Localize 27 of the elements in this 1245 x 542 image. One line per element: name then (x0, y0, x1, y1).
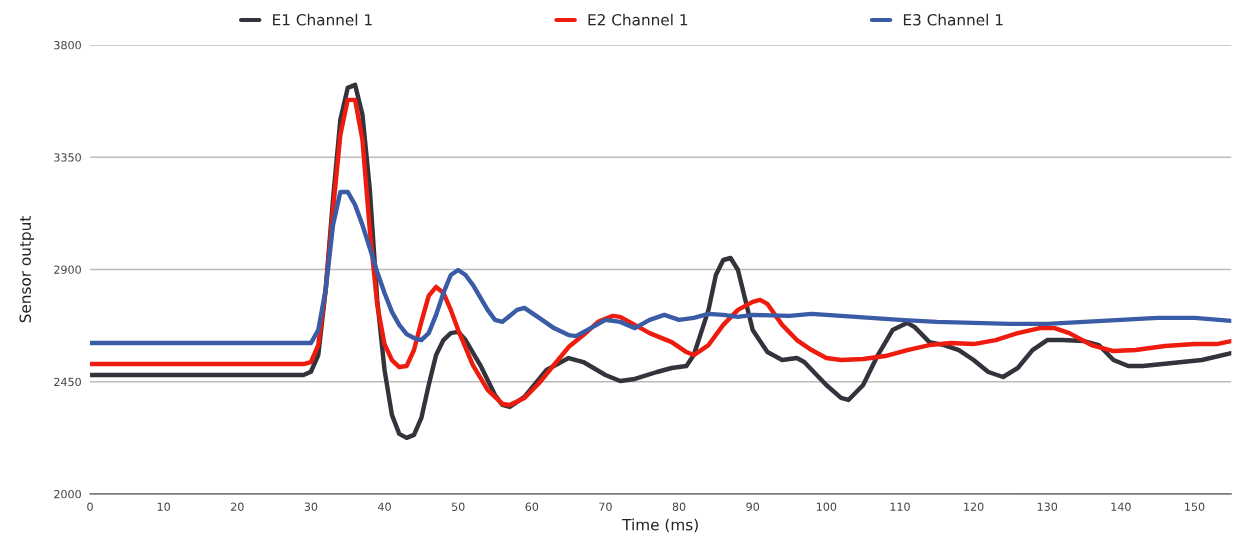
y-tick-label: 3350 (54, 153, 81, 162)
y-tick-label: 2000 (54, 489, 81, 499)
x-tick-label: 150 (1185, 502, 1205, 511)
x-tick-label: 140 (1111, 502, 1131, 511)
x-tick-label: 130 (1037, 502, 1058, 511)
x-tick-label: 20 (231, 502, 244, 511)
x-tick-label: 70 (599, 502, 612, 511)
legend-label: E1 Channel 1 (273, 13, 372, 26)
x-tick-label: 100 (816, 502, 837, 511)
line-series (90, 189, 1232, 346)
y-axis-title: Sensor output (19, 216, 34, 323)
y-tick-label: 3800 (54, 40, 81, 50)
x-tick-label: 80 (672, 502, 686, 511)
x-tick-label: 110 (890, 502, 910, 511)
x-tick-label: 60 (525, 502, 539, 511)
y-tick-label: 2900 (54, 265, 81, 274)
x-tick-label: 40 (378, 502, 391, 511)
x-tick-label: 0 (87, 502, 93, 511)
legend-label: E2 Channel 1 (588, 13, 688, 26)
x-tick-label: 10 (157, 502, 170, 511)
x-tick-label: 30 (304, 502, 318, 511)
x-axis-title: Time (ms) (622, 518, 698, 533)
x-tick-label: 90 (746, 502, 760, 511)
legend-label: E3 Channel 1 (903, 13, 1003, 26)
x-tick-label: 120 (964, 502, 984, 511)
x-tick-label: 50 (451, 502, 465, 511)
y-tick-label: 2450 (54, 377, 81, 387)
